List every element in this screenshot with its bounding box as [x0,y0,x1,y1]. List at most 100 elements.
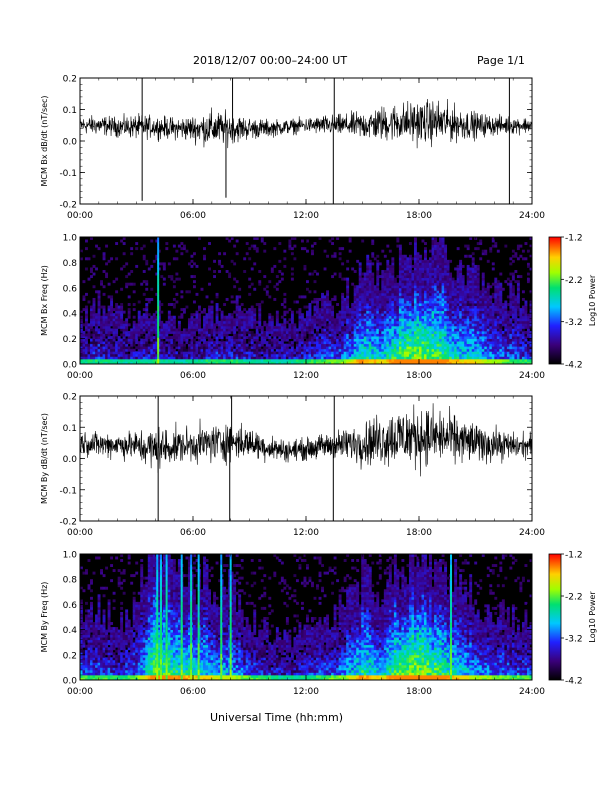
spectrogram-cell [388,315,392,319]
spectrogram-cell [230,346,234,350]
spectrogram-cell [85,333,88,337]
spectrogram-cell [424,308,427,312]
spectrogram-cell [429,259,432,263]
spectrogram-cell [416,338,420,342]
spectrogram-cell [363,303,367,306]
spectrogram-cell [187,361,191,365]
spectrogram-cell [358,305,362,309]
spectrogram-cell [439,287,442,291]
spectrogram-cell [426,264,430,268]
spectrogram-cell [200,351,204,355]
spectrogram-cell [295,330,299,334]
spectrogram-cell [464,330,468,334]
spectrogram-cell [293,323,297,327]
spectrogram-cell [316,272,319,276]
spectrogram-cell [248,325,252,329]
spectrogram-cell [439,323,442,327]
spectrogram-cell [416,262,420,266]
spectrogram-cell [306,318,309,322]
spectrogram-cell [426,361,430,365]
spectrogram-cell [486,361,490,365]
spectrogram-cell [336,315,340,319]
spectrogram-cell [373,313,377,317]
spectrogram-cell [434,270,437,273]
spectrogram-cell [424,330,427,334]
spectrogram-cell [311,333,314,337]
spectrogram-cell [398,290,402,294]
spectrogram-cell [203,361,206,365]
spectrogram-cell [373,343,377,347]
spectrogram-cell [311,351,314,355]
spectrogram-cell [489,358,493,362]
spectrogram-cell [424,343,427,347]
spectrogram-cell [416,264,420,268]
spectrogram-cell [378,323,382,327]
spectrogram-cell [401,320,405,324]
spectrogram-cell [198,351,201,355]
spectrogram-cell [496,330,500,334]
spectrogram-cell [233,330,237,334]
spectrogram-cell [333,348,337,352]
spectrogram-cell [115,330,119,334]
spectrogram-cell [210,320,214,324]
spectrogram-cell [388,361,392,365]
spectrogram-cell [102,257,106,261]
spectrogram-cell [401,305,405,309]
spectrogram-cell [363,336,367,339]
spectrogram-cell [353,297,357,301]
spectrogram-cell [213,341,216,345]
spectrogram-cell [157,328,161,332]
spectrogram-cell [270,315,274,319]
spectrogram-cell [82,323,86,327]
spectrogram-cell [434,358,437,362]
spectrogram-cell [132,343,136,347]
spectrogram-cell [439,297,442,301]
spectrogram-cell [383,300,387,304]
spectrogram-cell [100,351,103,355]
spectrogram-cell [441,242,445,246]
spectrogram-cell [466,290,470,294]
spectrogram-cell [220,351,224,355]
spectrogram-cell [366,325,370,329]
spectrogram-cell [413,300,417,304]
spectrogram-cell [368,282,372,286]
spectrogram-cell [215,348,219,352]
spectrogram-cell [446,313,450,317]
spectrogram-cell [328,315,332,319]
spectrogram-cell [172,328,176,332]
spectrogram-cell [471,297,475,301]
spectrogram-cell [426,305,430,309]
spectrogram-cell [386,358,390,362]
spectrogram-cell [476,336,480,339]
spectrogram-cell [489,310,493,314]
spectrogram-cell [474,297,478,301]
spectrogram-cell [107,358,111,362]
spectrogram-cell [496,315,500,319]
spectrogram-cell [456,264,460,268]
spectrogram-cell [298,336,302,339]
spectrogram-cell [333,295,337,299]
spectrogram-cell [398,285,402,289]
spectrogram-cell [481,275,485,279]
spectrogram-cell [416,361,420,365]
spectrogram-cell [140,356,144,360]
spectrogram-cell [406,320,410,324]
spectrogram-cell [381,353,385,357]
spectrogram-cell [326,300,329,304]
spectrogram-cell [421,356,425,360]
spectrogram-cell [393,277,397,281]
spectrogram-cell [177,351,181,355]
spectrogram-cell [421,328,425,332]
spectrogram-cell [479,318,483,322]
spectrogram-cell [316,336,319,339]
spectrogram-cell [112,333,116,337]
spectrogram-cell [313,351,317,355]
spectrogram-cell [268,315,272,319]
spectrogram-cell [434,356,437,360]
spectrogram-cell [336,341,340,345]
spectrogram-cell [250,282,254,286]
spectrogram-cell [421,338,425,342]
spectrogram-cell [388,358,392,362]
spectrogram-cell [386,290,390,294]
